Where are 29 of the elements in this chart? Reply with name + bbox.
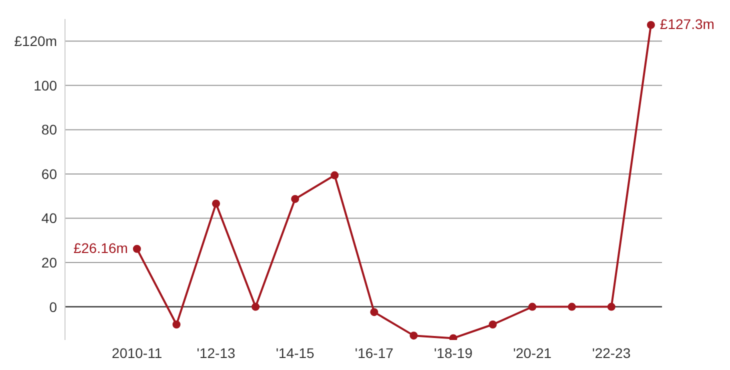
data-label: £26.16m (73, 240, 128, 256)
point (172, 320, 180, 329)
point (291, 194, 300, 203)
y-tick-label: £120m (14, 33, 57, 50)
y-tick-label: 40 (41, 210, 58, 226)
point (488, 320, 497, 329)
data-label: £127.3m (660, 16, 714, 32)
point (646, 20, 655, 29)
x-tick-label: '20-21 (513, 344, 552, 361)
y-tick-label: 100 (34, 77, 58, 94)
point (132, 244, 141, 253)
y-tick-label: 0 (49, 298, 58, 315)
x-tick-label: '12-13 (196, 344, 236, 361)
point (330, 171, 339, 180)
x-tick-label: '14-15 (276, 344, 315, 361)
x-tick-label: '16-17 (354, 344, 394, 361)
point (528, 302, 536, 311)
y-tick-label: 80 (41, 122, 58, 138)
x-tick-label: '22-23 (592, 344, 631, 361)
point (252, 302, 260, 311)
point (410, 332, 418, 340)
x-tick-label: 2010-11 (112, 344, 162, 361)
point (607, 302, 616, 311)
point (212, 200, 220, 208)
point (568, 302, 576, 311)
point (370, 308, 378, 316)
x-tick-label: '18-19 (434, 344, 473, 361)
y-tick-label: 20 (41, 254, 58, 270)
y-tick-label: 60 (41, 166, 58, 182)
